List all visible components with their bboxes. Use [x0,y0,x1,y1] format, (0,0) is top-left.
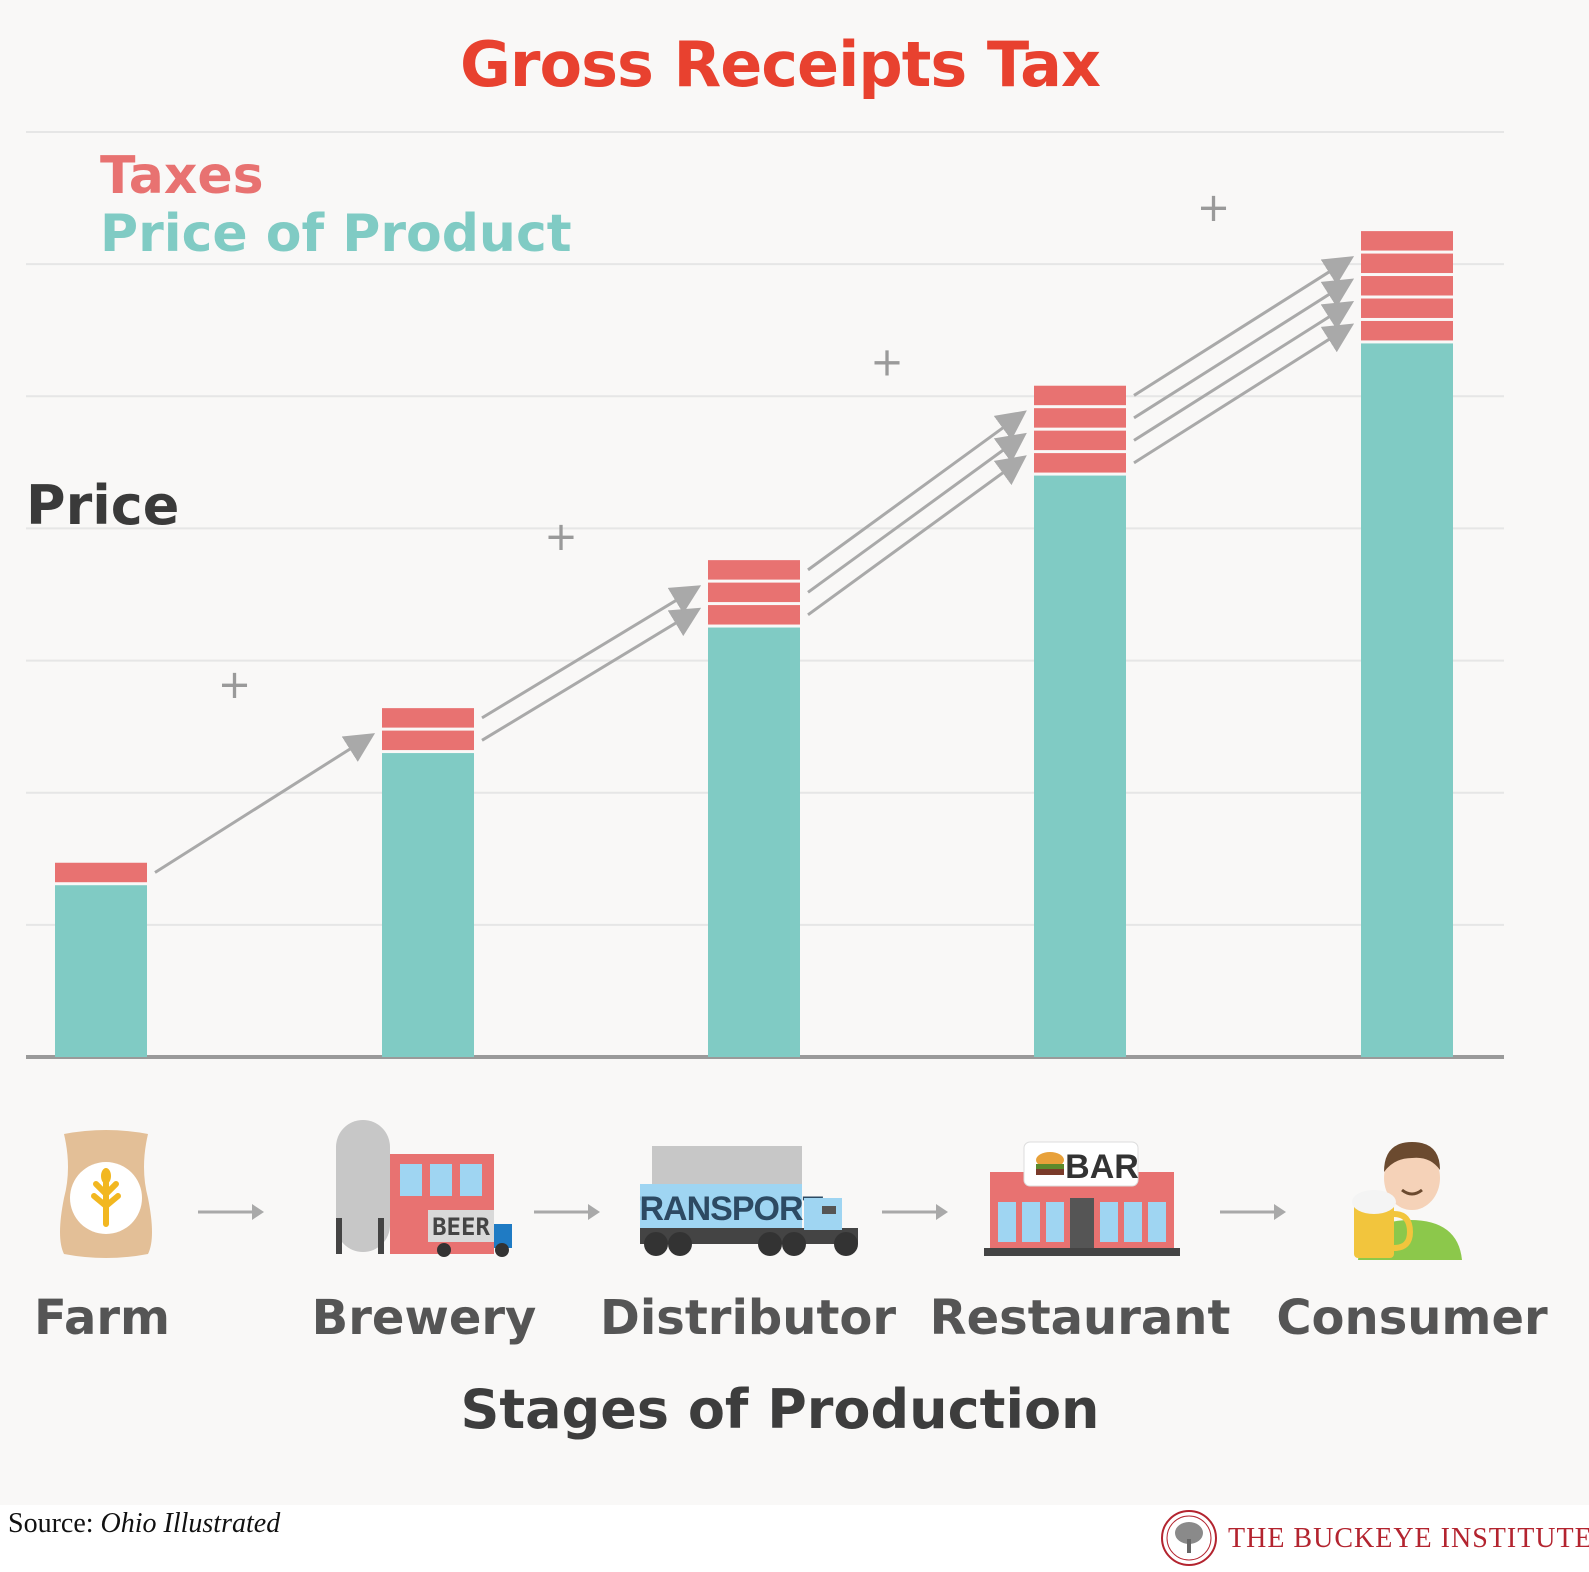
flow-arrow-icon [198,1204,264,1220]
tax-carry-arrow [1133,301,1355,442]
bar-tax-block-farm [55,862,147,883]
svg-text:BAR: BAR [1065,1148,1139,1186]
chart-plot: + + + + [26,131,1504,1059]
stage-label-farm: Farm [33,1290,171,1346]
flow-arrow-icon [882,1204,948,1220]
stage-label-brewery: Brewery [311,1290,537,1346]
tax-carry-arrow [807,410,1027,572]
tax-carry-arrow [481,585,702,720]
grain-sack-icon [60,1130,152,1258]
stage-label-consumer: Consumer [1276,1290,1548,1346]
svg-text:BEER: BEER [432,1213,490,1241]
bar-tax-block-brewery [382,708,474,728]
stage-label-restaurant: Restaurant [929,1290,1231,1346]
legend-price-of-product: Price of Product [100,204,572,264]
y-axis-label: Price [26,474,180,537]
source-name: Ohio Illustrated [100,1508,281,1539]
bar-tax-block-distributor [708,582,800,603]
chart-panel: Gross Receipts Tax + + + + Taxes Price of P… [26,28,1548,1441]
bar-tax-block-consumer [1361,231,1453,251]
bar-price-farm [55,885,147,1057]
bar-tax-block-restaurant [1034,385,1126,406]
bar-price-brewery [382,753,474,1057]
source-prefix: Source: [8,1508,94,1539]
buckeye-tree-seal-icon [1161,1510,1217,1566]
tax-carry-arrow [807,432,1027,594]
bar-tax-block-consumer [1361,298,1453,318]
plus-annotation: + [870,339,904,385]
stage-label-distributor: Distributor [599,1290,897,1346]
bar-price-distributor [708,627,800,1057]
tax-carry-arrow [154,733,376,874]
brewery-icon: BEER [336,1120,512,1257]
plus-annotation: + [544,514,578,560]
bar-tax-block-distributor [708,605,800,625]
flow-arrow-icon [1220,1204,1286,1220]
transport-truck-icon: TRANSPORT [640,1146,858,1256]
bar-tax-block-restaurant [1034,408,1126,428]
chart-title: Gross Receipts Tax [460,28,1101,101]
tax-carry-arrow [1133,278,1355,420]
tax-carry-arrow [1133,256,1355,397]
svg-text:TRANSPORT: TRANSPORT [640,1190,824,1228]
organization-name: THE BUCKEYE INSTITUTE [1228,1523,1589,1554]
tax-carry-arrow [807,455,1027,617]
consumer-with-beer-icon [1352,1142,1462,1260]
plus-annotation: + [218,662,252,708]
legend-taxes: Taxes [100,146,264,206]
bar-tax-block-distributor [708,560,800,580]
plus-annotation: + [1197,185,1231,231]
bar-tax-block-restaurant [1034,453,1126,473]
bar-tax-block-restaurant [1034,430,1126,451]
bar-price-restaurant [1034,475,1126,1058]
source-note: Source: Ohio Illustrated [8,1508,280,1540]
bar-tax-block-consumer [1361,320,1453,341]
flow-arrow-icon [534,1204,600,1220]
bar-tax-block-consumer [1361,253,1453,274]
bar-tax-block-consumer [1361,276,1453,296]
tax-carry-arrow [481,607,702,742]
bar-tax-block-brewery [382,730,474,751]
tax-carry-arrow [1133,323,1355,465]
x-axis-label: Stages of Production [460,1378,1100,1441]
bar-restaurant-icon: BAR [984,1141,1180,1256]
bar-price-consumer [1361,343,1453,1057]
